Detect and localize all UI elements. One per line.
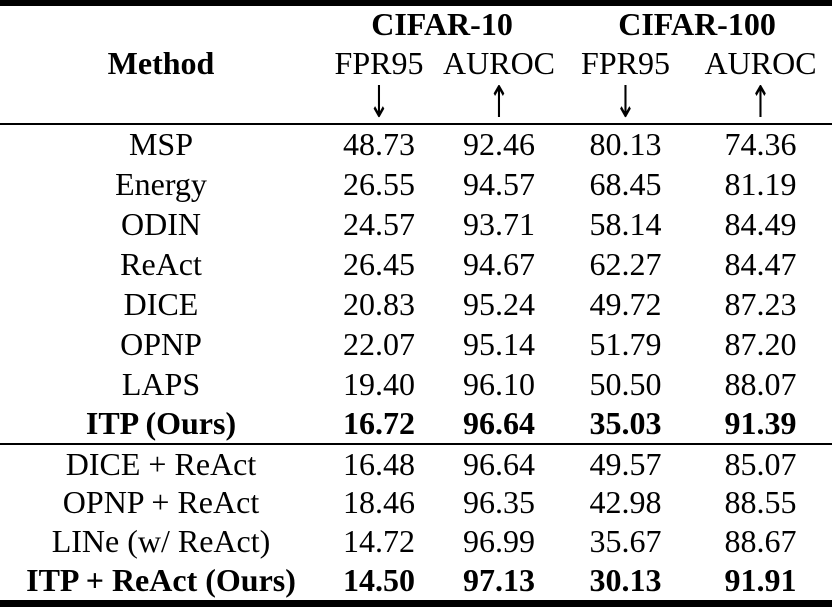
metric-header-auroc-cifar10: AUROC [443, 44, 556, 81]
table-row-dice: DICE 20.83 95.24 49.72 87.23 [0, 284, 832, 324]
direction-row: ↓ ↑ ↓ ↑ [0, 82, 832, 125]
table-row-energy: Energy 26.55 94.57 68.45 81.19 [0, 164, 832, 204]
table-row-msp: MSP 48.73 92.46 80.13 74.36 [0, 124, 832, 164]
value-cell: 85.07 [689, 443, 832, 483]
value-cell: 68.45 [589, 165, 662, 202]
method-cell: ITP + ReAct (Ours) [26, 562, 296, 598]
value-cell: 49.57 [562, 443, 690, 483]
value-cell: 96.64 [463, 405, 535, 441]
value-cell: 14.72 [343, 523, 415, 559]
up-arrow-icon: ↑ [750, 82, 771, 124]
value-cell: 20.83 [343, 285, 415, 322]
method-cell: LINe (w/ ReAct) [51, 523, 271, 559]
value-cell: 16.72 [343, 405, 415, 441]
value-cell: 26.45 [343, 245, 415, 282]
value-cell: 50.50 [589, 365, 662, 402]
value-cell: 48.73 [343, 126, 415, 162]
value-cell: 84.49 [724, 205, 797, 242]
up-arrow-icon: ↑ [488, 82, 510, 124]
value-cell: 49.72 [589, 285, 662, 322]
corner-spacer [0, 6, 322, 44]
value-cell: 81.19 [724, 165, 797, 202]
value-cell: 24.57 [343, 205, 415, 242]
method-cell: ODIN [121, 205, 201, 242]
value-cell: 94.57 [463, 165, 535, 202]
method-cell: OPNP [120, 325, 202, 362]
method-cell: ITP (Ours) [85, 405, 237, 441]
value-cell: 88.07 [724, 365, 797, 402]
value-cell: 88.55 [724, 484, 797, 520]
method-cell: LAPS [121, 365, 201, 402]
metric-header-fpr95-cifar100: FPR95 [581, 44, 670, 81]
down-arrow-icon: ↓ [368, 82, 390, 124]
value-cell: 97.13 [463, 562, 535, 598]
table-header: CIFAR-10 CIFAR-100 Method FPR95 AUROC FP… [0, 6, 832, 125]
value-cell: 91.91 [724, 562, 797, 598]
value-cell: 96.35 [463, 484, 535, 520]
corner-spacer [0, 82, 322, 125]
value-cell: 91.39 [724, 405, 797, 441]
metric-header-row: Method FPR95 AUROC FPR95 AUROC [0, 44, 832, 82]
group-header-row: CIFAR-10 CIFAR-100 [0, 6, 832, 44]
value-cell: 30.13 [589, 562, 662, 598]
value-cell: 18.46 [343, 484, 415, 520]
metric-header-fpr95-cifar10: FPR95 [334, 44, 424, 81]
value-cell: 84.47 [724, 245, 797, 282]
table-row-laps: LAPS 19.40 96.10 50.50 88.07 [0, 364, 832, 404]
method-cell: ReAct [120, 245, 202, 282]
value-cell: 62.27 [589, 245, 662, 282]
value-cell: 80.13 [589, 126, 662, 162]
table-row-react: ReAct 26.45 94.67 62.27 84.47 [0, 244, 832, 284]
value-cell: 87.23 [724, 285, 797, 322]
value-cell: 92.46 [463, 126, 535, 162]
value-cell: 14.50 [343, 562, 415, 598]
value-cell: 35.67 [589, 523, 662, 559]
value-cell: 58.14 [589, 205, 662, 242]
method-cell: MSP [128, 126, 194, 162]
table-row-itp-ours: ITP (Ours) 16.72 96.64 35.03 91.39 [0, 404, 832, 444]
ood-benchmark-table: CIFAR-10 CIFAR-100 Method FPR95 AUROC FP… [0, 6, 832, 600]
col-group-cifar100: CIFAR-100 [618, 6, 776, 42]
table-row-opnp-react: OPNP + ReAct 18.46 96.35 42.98 88.55 [0, 483, 832, 522]
value-cell: 16.48 [322, 443, 436, 483]
value-cell: 19.40 [343, 365, 415, 402]
value-cell: 26.55 [343, 165, 415, 202]
table-body: MSP 48.73 92.46 80.13 74.36 Energy 26.55… [0, 124, 832, 600]
value-cell: 94.67 [463, 245, 535, 282]
value-cell: 42.98 [589, 484, 662, 520]
value-cell: 93.71 [463, 205, 535, 242]
value-cell: 96.10 [463, 365, 535, 402]
value-cell: 35.03 [589, 405, 662, 441]
value-cell: 96.99 [463, 523, 535, 559]
table-row-opnp: OPNP 22.07 95.14 51.79 87.20 [0, 324, 832, 364]
metric-header-auroc-cifar100: AUROC [704, 44, 817, 81]
value-cell: 51.79 [589, 325, 662, 362]
method-cell: Energy [115, 165, 207, 202]
value-cell: 95.24 [463, 285, 535, 322]
table-row-dice-react: DICE + ReAct 16.48 96.64 49.57 85.07 [0, 443, 832, 483]
col-group-cifar10: CIFAR-10 [371, 6, 513, 42]
method-cell: DICE [123, 285, 199, 322]
value-cell: 88.67 [724, 523, 797, 559]
table-row-odin: ODIN 24.57 93.71 58.14 84.49 [0, 204, 832, 244]
table-row-line-react: LINe (w/ ReAct) 14.72 96.99 35.67 88.67 [0, 522, 832, 561]
method-header: Method [107, 44, 215, 81]
value-cell: 87.20 [724, 325, 797, 362]
value-cell: 74.36 [724, 126, 797, 162]
method-cell: DICE + ReAct [0, 443, 322, 483]
value-cell: 22.07 [343, 325, 415, 362]
method-cell: OPNP + ReAct [62, 484, 260, 520]
value-cell: 95.14 [463, 325, 535, 362]
table-row-itp-react-ours: ITP + ReAct (Ours) 14.50 97.13 30.13 91.… [0, 561, 832, 600]
down-arrow-icon: ↓ [615, 82, 636, 124]
value-cell: 96.64 [436, 443, 563, 483]
